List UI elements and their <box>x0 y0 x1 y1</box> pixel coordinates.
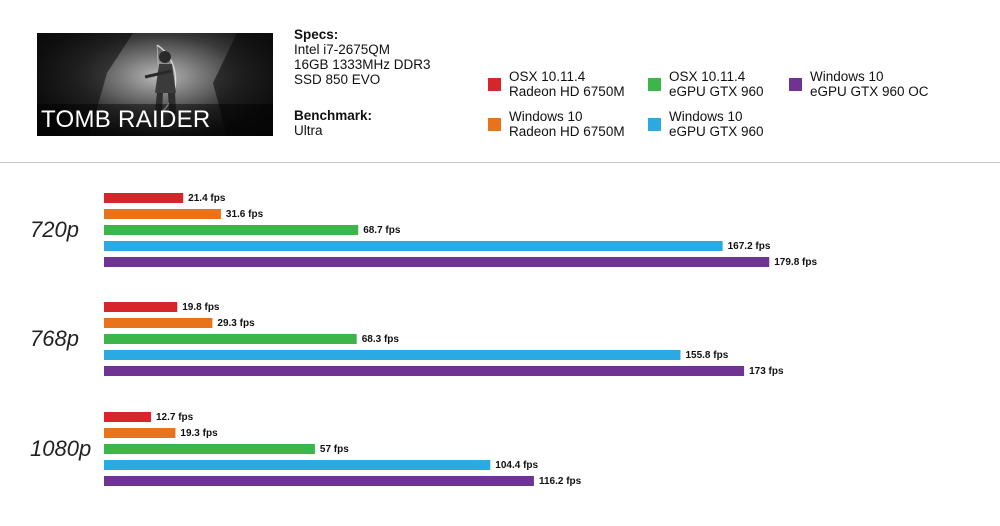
legend-swatch <box>488 78 501 91</box>
legend-line2: eGPU GTX 960 OC <box>810 84 929 99</box>
legend-line1: OSX 10.11.4 <box>509 69 586 84</box>
group-label-1080p: 1080p <box>30 436 91 461</box>
game-banner-image: TOMB RAIDER <box>37 33 273 136</box>
bar-768p-series-0 <box>104 302 178 312</box>
legend-swatch <box>789 78 802 91</box>
legend-line2: eGPU GTX 960 <box>669 124 764 139</box>
legend-swatch <box>488 118 501 131</box>
legend-item-win-gtx960: Windows 10 eGPU GTX 960 <box>648 109 764 139</box>
bar-value-label: 155.8 fps <box>685 350 728 361</box>
legend-line1: Windows 10 <box>669 109 743 124</box>
bar-720p-series-2 <box>104 225 359 235</box>
bar-value-label: 31.6 fps <box>226 209 264 220</box>
bar-768p-series-1 <box>104 318 213 328</box>
legend-line2: eGPU GTX 960 <box>669 84 764 99</box>
legend-item-osx-gtx960: OSX 10.11.4 eGPU GTX 960 <box>648 69 764 99</box>
bar-value-label: 68.7 fps <box>363 225 401 236</box>
spec-cpu: Intel i7-2675QM <box>294 42 391 57</box>
bar-value-label: 104.4 fps <box>495 460 538 471</box>
bar-value-label: 12.7 fps <box>156 412 194 423</box>
bar-720p-series-1 <box>104 209 221 219</box>
bar-768p-series-4 <box>104 366 745 376</box>
header-divider <box>0 162 1000 163</box>
banner-title-bar <box>37 104 273 136</box>
bar-720p-series-0 <box>104 193 184 203</box>
group-label-768p: 768p <box>30 326 79 351</box>
spec-ram: 16GB 1333MHz DDR3 <box>294 57 431 72</box>
bar-1080p-series-4 <box>104 476 534 486</box>
bar-1080p-series-3 <box>104 460 491 470</box>
benchmark-heading: Benchmark: <box>294 108 373 123</box>
legend-line2: Radeon HD 6750M <box>509 84 625 99</box>
bar-720p-series-3 <box>104 241 723 251</box>
legend-line1: Windows 10 <box>509 109 583 124</box>
bar-value-label: 21.4 fps <box>188 193 226 204</box>
bar-value-label: 68.3 fps <box>362 334 400 345</box>
bar-value-label: 19.3 fps <box>180 428 218 439</box>
game-title: TOMB RAIDER <box>41 106 211 133</box>
legend-line2: Radeon HD 6750M <box>509 124 625 139</box>
group-label-720p: 720p <box>30 217 79 242</box>
legend-line1: Windows 10 <box>810 69 884 84</box>
bar-value-label: 19.8 fps <box>182 302 220 313</box>
legend-swatch <box>648 118 661 131</box>
lara-croft-figure-icon <box>37 33 273 136</box>
spec-storage: SSD 850 EVO <box>294 72 381 87</box>
specs-heading: Specs: <box>294 27 339 42</box>
benchmark-block: Benchmark: Ultra <box>294 108 372 138</box>
legend-line1: OSX 10.11.4 <box>669 69 746 84</box>
bar-value-label: 167.2 fps <box>728 241 771 252</box>
legend-item-win-gtx960-oc: Windows 10 eGPU GTX 960 OC <box>789 69 929 99</box>
bar-value-label: 57 fps <box>320 444 349 455</box>
legend-swatch <box>648 78 661 91</box>
header: TOMB RAIDER Specs: Intel i7-2675QM 16GB … <box>0 0 1000 164</box>
bar-720p-series-4 <box>104 257 770 267</box>
bar-1080p-series-0 <box>104 412 151 422</box>
bar-value-label: 173 fps <box>749 366 784 377</box>
bar-768p-series-2 <box>104 334 357 344</box>
benchmark-value: Ultra <box>294 123 323 138</box>
bar-value-label: 116.2 fps <box>539 476 582 487</box>
bar-value-label: 179.8 fps <box>774 257 817 268</box>
legend-item-win-radeon: Windows 10 Radeon HD 6750M <box>488 109 625 139</box>
bar-768p-series-3 <box>104 350 681 360</box>
bar-1080p-series-1 <box>104 428 176 438</box>
specs-block: Specs: Intel i7-2675QM 16GB 1333MHz DDR3… <box>294 27 431 87</box>
bar-1080p-series-2 <box>104 444 315 454</box>
bar-value-label: 29.3 fps <box>217 318 255 329</box>
legend-item-osx-radeon: OSX 10.11.4 Radeon HD 6750M <box>488 69 625 99</box>
